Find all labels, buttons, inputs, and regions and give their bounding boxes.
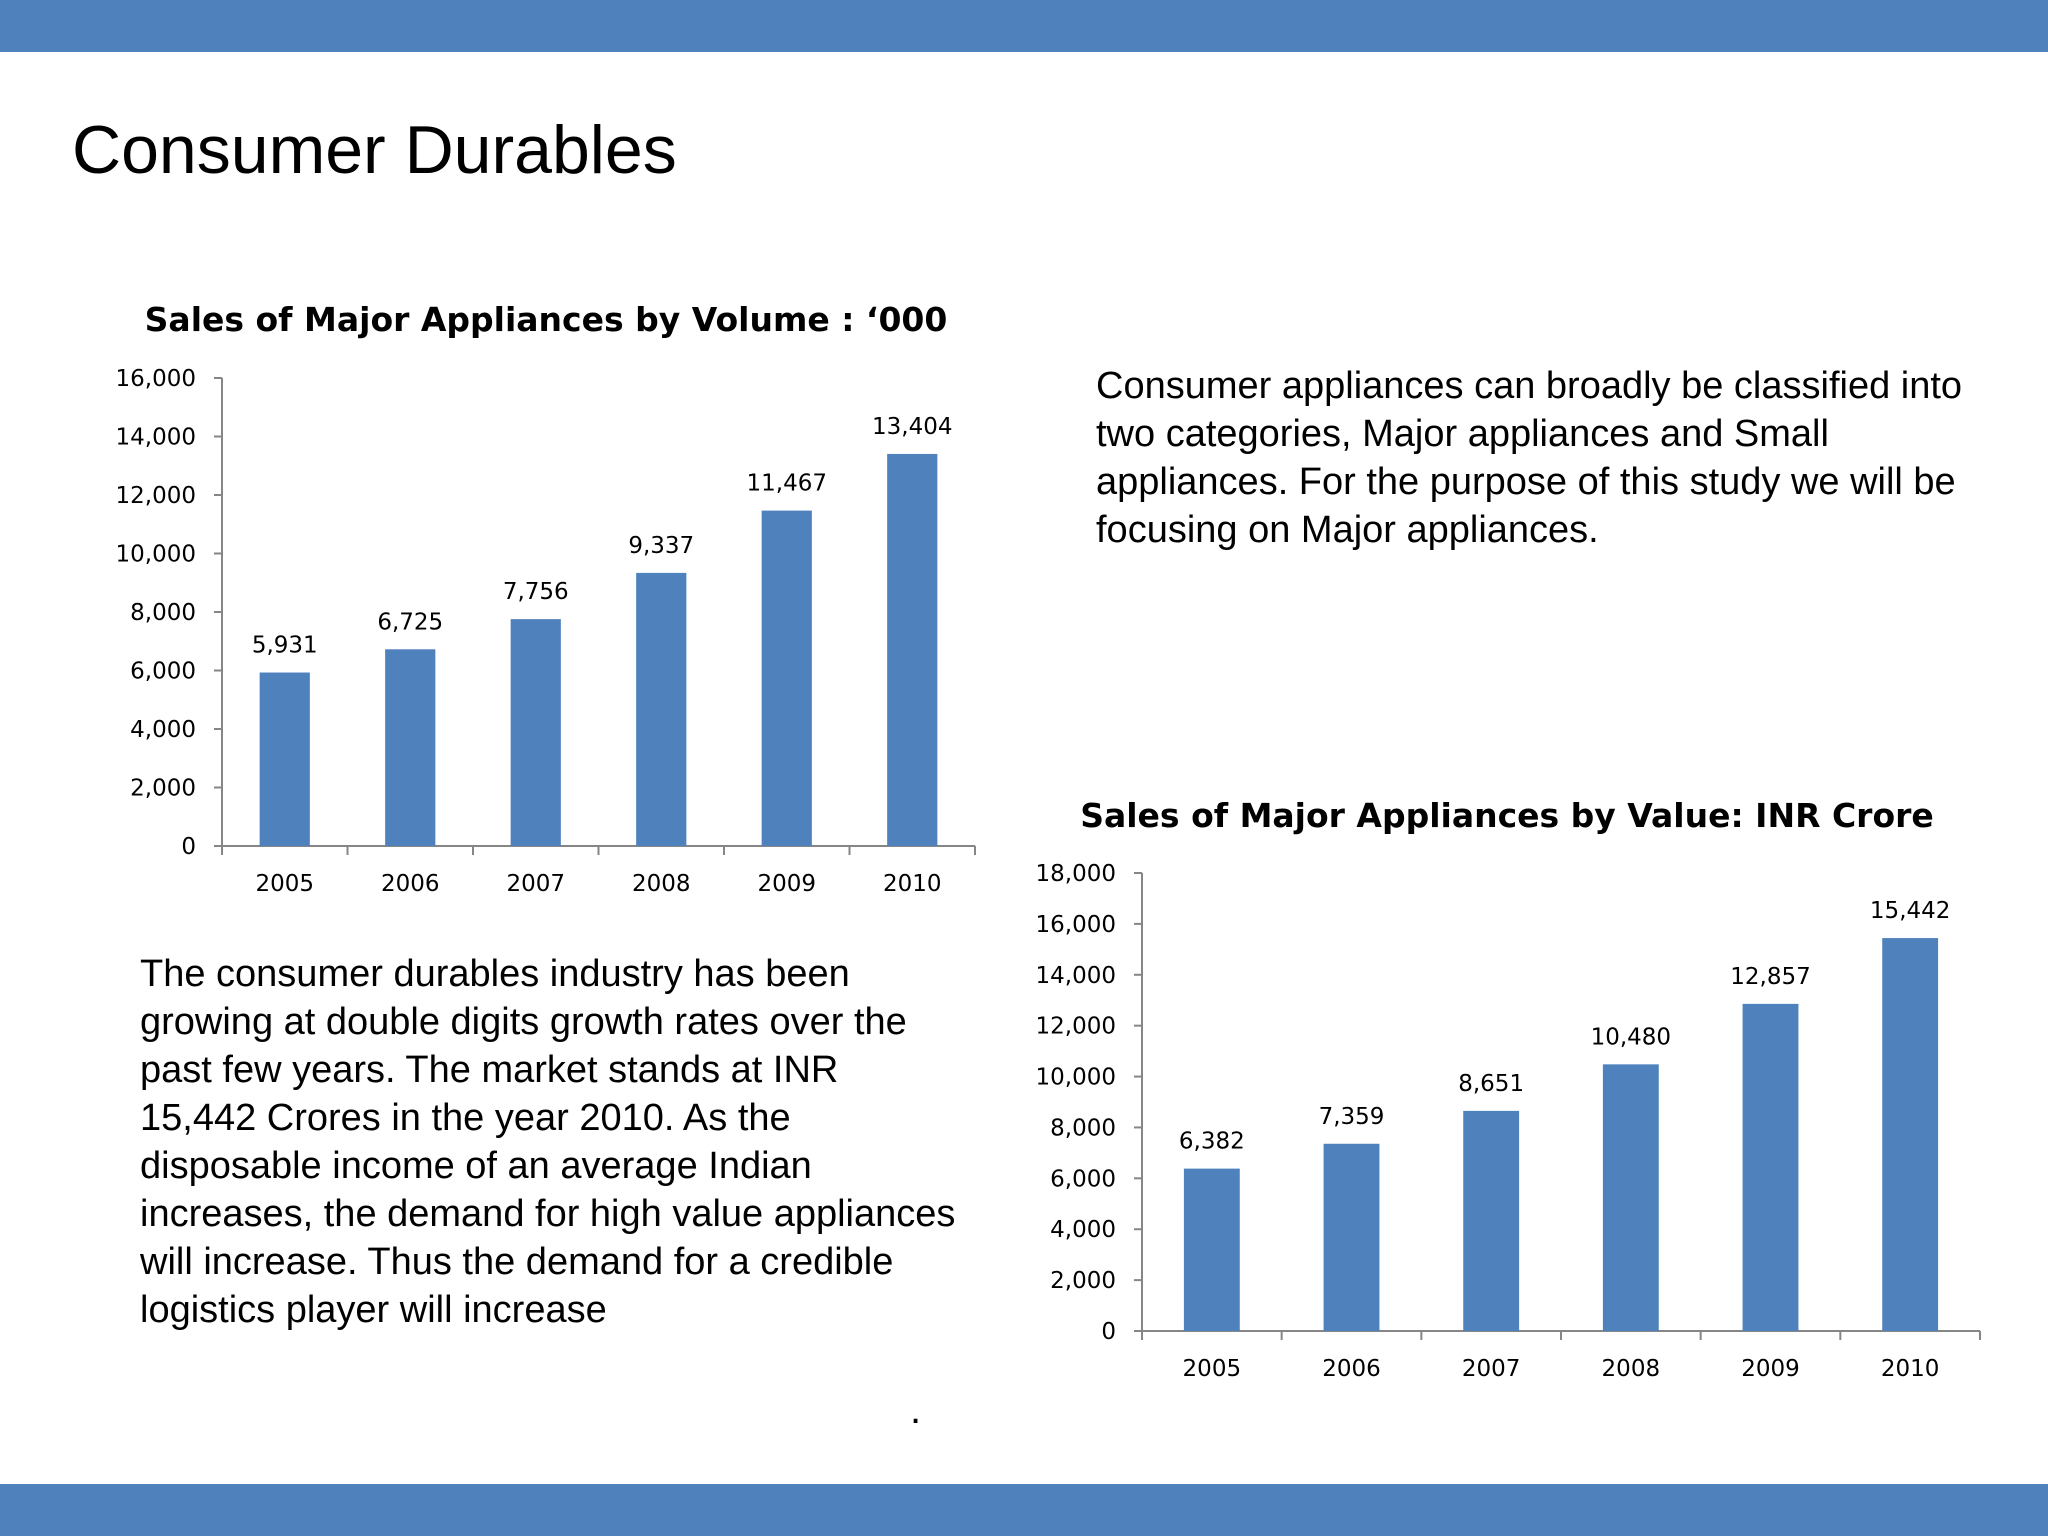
volume-data-label-2009: 11,467 — [747, 471, 827, 497]
volume-y-tick-label: 0 — [181, 834, 196, 860]
volume-bar-2005 — [259, 672, 310, 846]
volume-y-tick-label: 16,000 — [116, 366, 196, 392]
value-x-tick-label-2006: 2006 — [1322, 1356, 1381, 1382]
volume-y-tick-label: 2,000 — [130, 776, 196, 802]
volume-x-tick-label-2008: 2008 — [632, 871, 691, 897]
value-x-tick-label-2009: 2009 — [1741, 1356, 1800, 1382]
volume-bar-2006 — [385, 649, 436, 846]
value-bar-2009 — [1742, 1003, 1799, 1331]
volume-data-label-2008: 9,337 — [628, 533, 694, 559]
volume-y-tick-label: 8,000 — [130, 600, 196, 626]
volume-data-label-2006: 6,725 — [377, 609, 443, 635]
volume-y-tick-label: 6,000 — [130, 659, 196, 685]
value-bar-2008 — [1602, 1064, 1659, 1331]
volume-data-label-2007: 7,756 — [503, 579, 569, 605]
volume-y-tick-label: 4,000 — [130, 717, 196, 743]
value-data-label-2009: 12,857 — [1730, 964, 1810, 990]
value-y-tick-label: 4,000 — [1050, 1217, 1116, 1243]
value-x-tick-label-2010: 2010 — [1881, 1356, 1940, 1382]
value-y-tick-label: 6,000 — [1050, 1166, 1116, 1192]
volume-y-tick-label: 10,000 — [116, 542, 196, 568]
volume-x-tick-label-2007: 2007 — [506, 871, 565, 897]
volume-bar-2008 — [636, 572, 687, 846]
industry-growth-paragraph: The consumer durables industry has been … — [140, 953, 956, 1331]
value-x-tick-label-2005: 2005 — [1183, 1356, 1242, 1382]
volume-y-tick-label: 14,000 — [116, 425, 196, 451]
volume-y-tick-label: 12,000 — [116, 483, 196, 509]
volume-x-tick-label-2010: 2010 — [883, 871, 942, 897]
stray-dot: . — [910, 1388, 922, 1432]
bottom-accent-band — [0, 1484, 2048, 1536]
volume-bar-2007 — [510, 619, 561, 846]
volume-bar-2010 — [887, 453, 938, 846]
classification-paragraph: Consumer appliances can broadly be class… — [1096, 365, 1963, 551]
value-y-tick-label: 18,000 — [1036, 861, 1116, 887]
value-bar-chart: Sales of Major Appliances by Value: INR … — [1036, 796, 1981, 1382]
value-y-tick-label: 2,000 — [1050, 1268, 1116, 1294]
top-accent-band — [0, 0, 2048, 52]
value-data-label-2005: 6,382 — [1179, 1129, 1245, 1155]
value-y-tick-label: 14,000 — [1036, 963, 1116, 989]
value-data-label-2006: 7,359 — [1319, 1104, 1385, 1130]
value-bar-2006 — [1323, 1143, 1380, 1331]
value-y-tick-label: 0 — [1101, 1319, 1116, 1345]
volume-x-tick-label-2006: 2006 — [381, 871, 440, 897]
value-bar-2010 — [1882, 938, 1939, 1331]
value-data-label-2008: 10,480 — [1591, 1024, 1671, 1050]
volume-bar-2009 — [761, 510, 812, 846]
value-data-label-2010: 15,442 — [1870, 898, 1950, 924]
volume-x-tick-label-2005: 2005 — [255, 871, 314, 897]
value-y-tick-label: 12,000 — [1036, 1014, 1116, 1040]
volume-data-label-2005: 5,931 — [252, 633, 318, 659]
value-y-tick-label: 16,000 — [1036, 912, 1116, 938]
value-bar-2007 — [1463, 1110, 1520, 1331]
value-x-tick-label-2008: 2008 — [1602, 1356, 1661, 1382]
value-y-tick-label: 8,000 — [1050, 1115, 1116, 1141]
value-y-tick-label: 10,000 — [1036, 1065, 1116, 1091]
value-chart-title: Sales of Major Appliances by Value: INR … — [1080, 796, 1934, 835]
volume-bar-chart: Sales of Major Appliances by Volume : ‘0… — [116, 300, 976, 897]
volume-data-label-2010: 13,404 — [872, 414, 952, 440]
slide-title: Consumer Durables — [72, 112, 677, 188]
volume-chart-title: Sales of Major Appliances by Volume : ‘0… — [145, 300, 948, 339]
volume-x-tick-label-2009: 2009 — [757, 871, 816, 897]
value-x-tick-label-2007: 2007 — [1462, 1356, 1521, 1382]
value-bar-2005 — [1183, 1168, 1240, 1331]
value-data-label-2007: 8,651 — [1458, 1071, 1524, 1097]
